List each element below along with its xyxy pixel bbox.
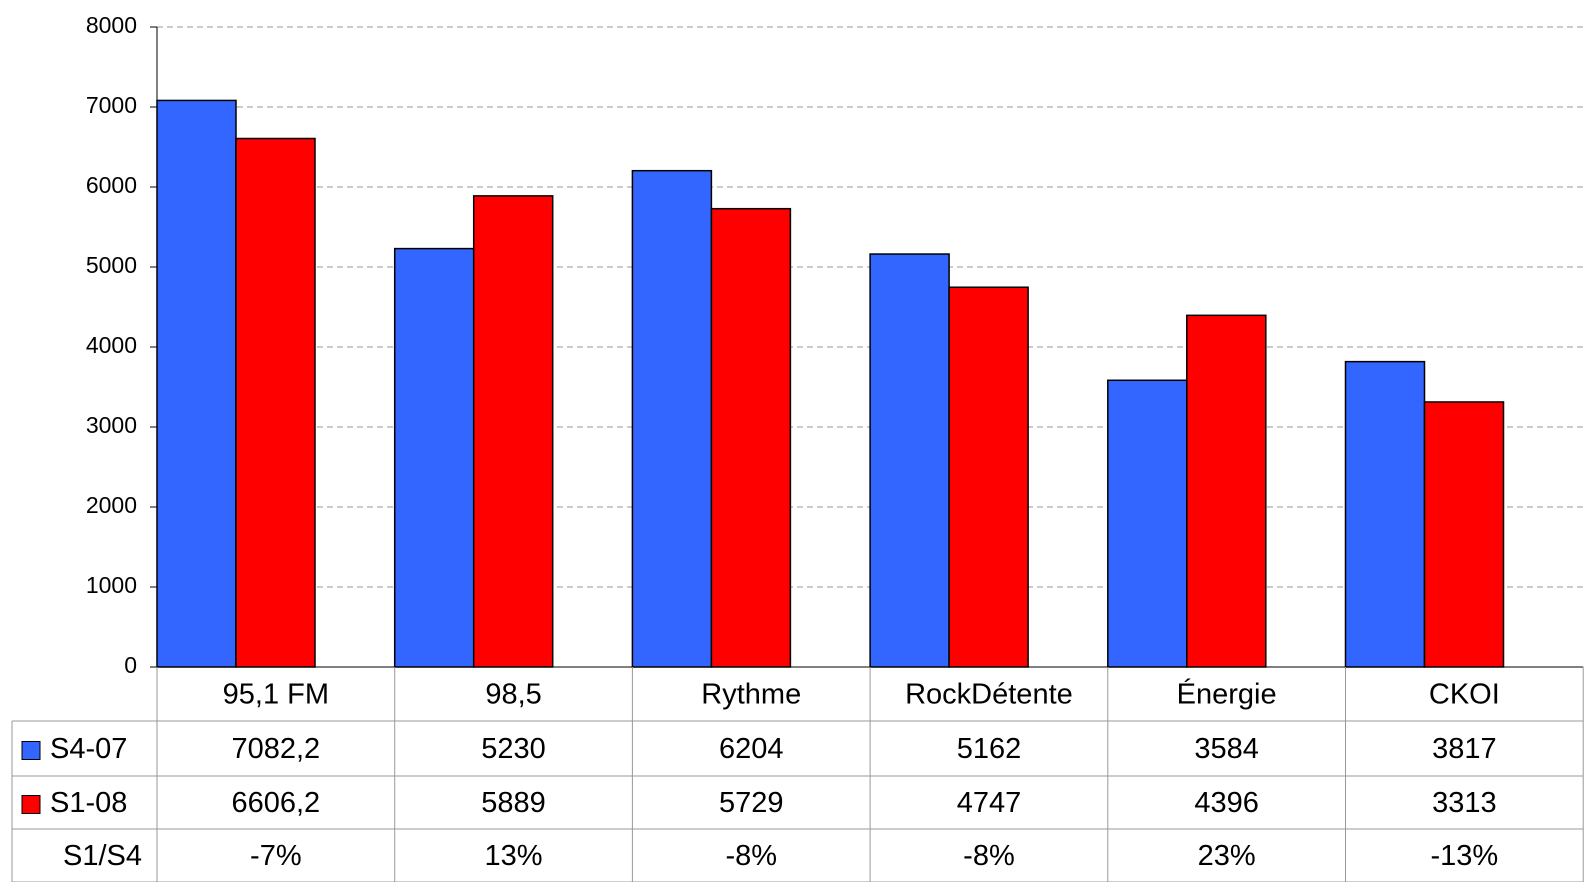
bar	[235, 137, 316, 668]
x-tick-label: Rythme	[701, 679, 801, 711]
data-label: 5729	[719, 787, 784, 819]
x-tick-label: 98,5	[485, 679, 541, 711]
data-label: 4396	[1194, 787, 1259, 819]
ratio-label: -8%	[725, 840, 777, 872]
bar	[393, 247, 475, 668]
y-tick-label: 1000	[86, 572, 137, 598]
y-tick-label: 4000	[86, 332, 137, 358]
bar	[1423, 401, 1505, 668]
ratio-label: 13%	[485, 840, 543, 872]
y-tick-label: 8000	[86, 12, 137, 38]
y-tick-label: 5000	[86, 252, 137, 278]
data-label: 3313	[1432, 787, 1497, 819]
ratio-label: -8%	[963, 840, 1015, 872]
data-label: 6204	[719, 733, 784, 765]
bar	[631, 169, 713, 668]
data-label: 7082,2	[231, 733, 320, 765]
bar	[1186, 314, 1267, 668]
row-label: S1/S4	[63, 840, 142, 872]
bar	[1107, 379, 1188, 668]
data-label: 3584	[1194, 733, 1259, 765]
bar	[472, 195, 554, 668]
legend-swatch	[21, 795, 41, 814]
bar	[948, 286, 1029, 668]
legend-swatch	[21, 741, 41, 760]
legend-label: S4-07	[50, 733, 127, 765]
bar	[1344, 360, 1426, 668]
y-tick-label: 3000	[86, 412, 137, 438]
x-tick-label: RockDétente	[905, 679, 1073, 711]
data-label: 3817	[1432, 733, 1497, 765]
y-tick-label: 6000	[86, 172, 137, 198]
y-tick-label: 2000	[86, 492, 137, 518]
ratio-label: 23%	[1198, 840, 1256, 872]
data-label: 6606,2	[231, 787, 320, 819]
ratio-label: -13%	[1430, 840, 1498, 872]
bar	[869, 253, 950, 668]
y-tick-label: 7000	[86, 92, 137, 118]
data-label: 5889	[481, 787, 546, 819]
data-label: 5230	[481, 733, 546, 765]
x-tick-label: CKOI	[1429, 679, 1500, 711]
ratio-label: -7%	[250, 840, 302, 872]
bar	[710, 207, 792, 668]
data-label: 5162	[957, 733, 1022, 765]
bar	[156, 99, 237, 668]
legend-label: S1-08	[50, 787, 127, 819]
x-tick-label: 95,1 FM	[223, 679, 329, 711]
y-tick-label: 0	[124, 652, 137, 678]
x-tick-label: Énergie	[1177, 678, 1277, 711]
data-label: 4747	[957, 787, 1022, 819]
